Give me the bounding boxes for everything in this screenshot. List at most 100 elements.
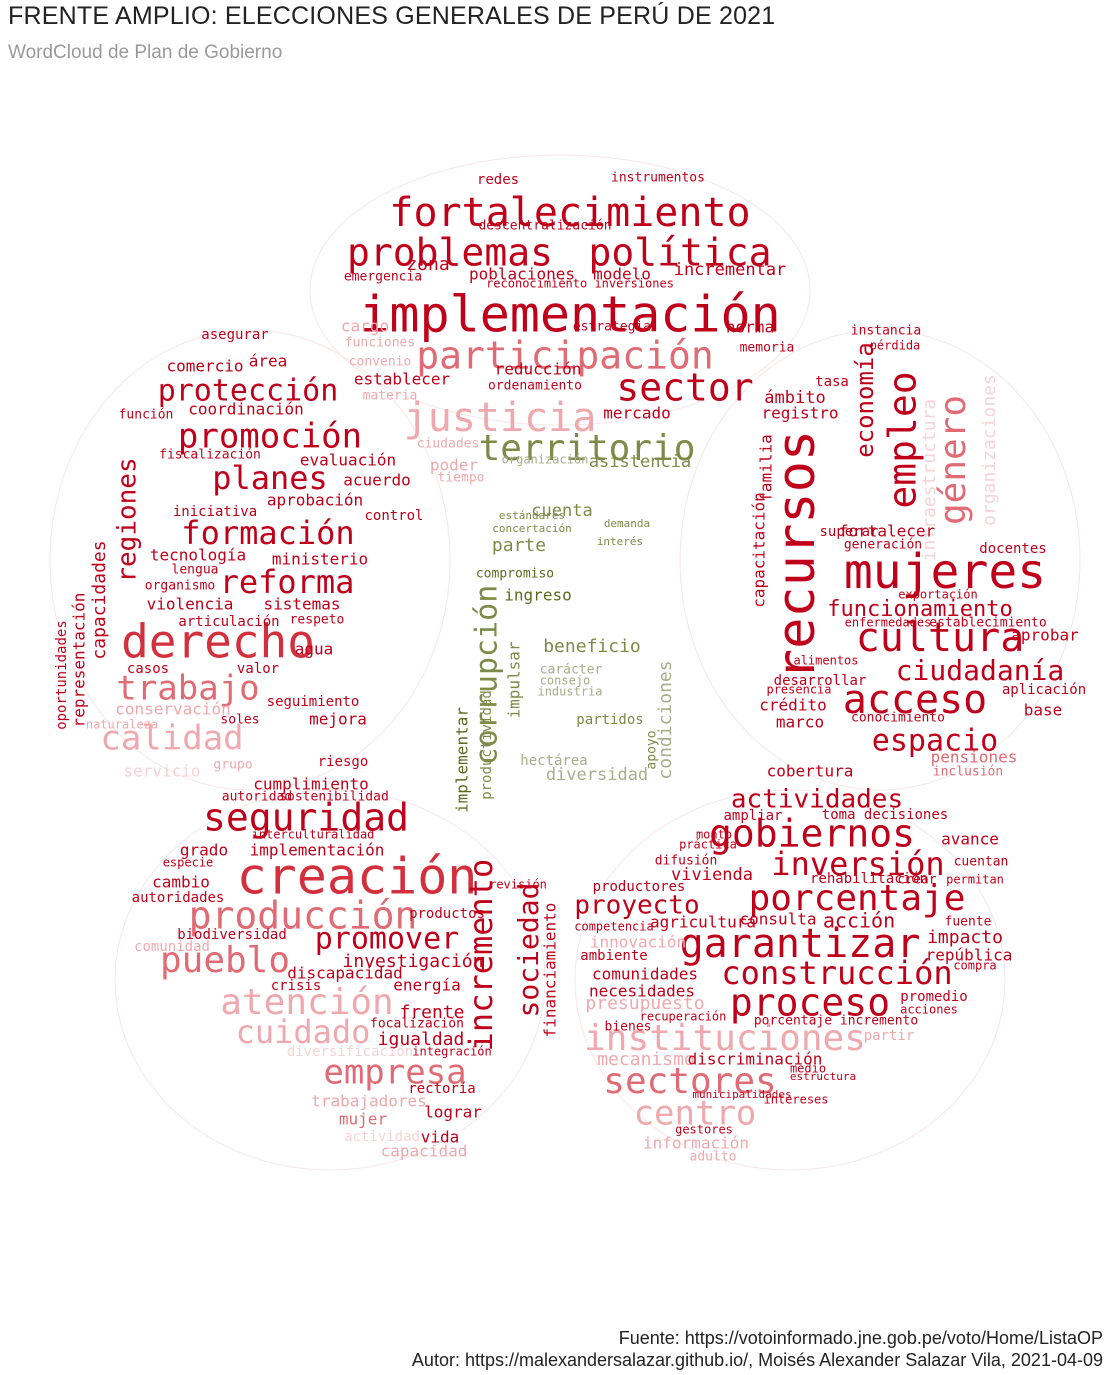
cloud-word: economía xyxy=(851,342,879,458)
cloud-word: naturaleza xyxy=(86,718,158,732)
cloud-word: desarrollar xyxy=(774,673,867,689)
cloud-word: cultura xyxy=(856,615,1025,661)
cloud-word: estrategia xyxy=(573,320,651,335)
cloud-word: sistemas xyxy=(263,595,340,614)
author-caption: Autor: https://malexandersalazar.github.… xyxy=(411,1350,1103,1370)
cloud-word: condiciones xyxy=(655,660,676,779)
cloud-word: implementar xyxy=(453,707,472,813)
cloud-word: demanda xyxy=(604,517,650,530)
cloud-word: vivienda xyxy=(671,865,753,885)
cloud-word: problemas xyxy=(347,231,553,275)
cloud-word: organizaciones xyxy=(979,374,1000,526)
cloud-word: especie xyxy=(163,856,214,870)
cloud-word: discriminación xyxy=(688,1050,823,1069)
cloud-word: conocimiento xyxy=(851,711,945,726)
cloud-word: empresa xyxy=(323,1053,466,1093)
cloud-word: mejora xyxy=(309,710,367,729)
cloud-word: construcción xyxy=(721,954,952,992)
cloud-word: crédito xyxy=(759,696,826,715)
cloud-word: hectárea xyxy=(520,753,587,769)
cloud-word: exportación xyxy=(898,588,977,602)
cloud-word: participación xyxy=(416,334,713,378)
cloud-word: compromiso xyxy=(476,567,554,582)
cloud-word: estándares xyxy=(499,509,565,522)
cloud-word: compra xyxy=(953,959,996,973)
cloud-word: competencia xyxy=(574,920,653,934)
cloud-word: convenio xyxy=(349,355,412,370)
cloud-word: agua xyxy=(295,640,334,659)
cloud-word: integración xyxy=(412,1045,491,1059)
cloud-word: recuperación xyxy=(640,1010,727,1024)
cloud-word: seguridad xyxy=(203,796,409,840)
cloud-word: inversión xyxy=(771,845,944,883)
cloud-word: servicio xyxy=(123,762,200,781)
cloud-word: medio xyxy=(790,1062,826,1076)
cloud-word: proyecto xyxy=(574,891,699,921)
cloud-word: cumplimiento xyxy=(253,775,369,794)
cloud-word: agricultura xyxy=(650,913,756,932)
cloud-word: empleo xyxy=(881,371,925,508)
cloud-word: república xyxy=(926,946,1013,965)
cloud-word: instancia xyxy=(851,324,921,339)
cloud-word: conservación xyxy=(115,700,231,719)
cloud-word: enfermedades xyxy=(845,616,932,630)
cloud-word: ambiente xyxy=(580,948,647,964)
cloud-word: oportunidades xyxy=(54,620,70,730)
cloud-word: familia xyxy=(757,434,776,501)
cloud-word: discapacidad xyxy=(287,964,403,983)
cloud-word: materia xyxy=(363,389,418,404)
cloud-word: aplicación xyxy=(1002,682,1086,698)
cloud-word: carácter xyxy=(540,663,603,678)
cloud-word: pueblo xyxy=(160,940,290,981)
cloud-word: capacitación xyxy=(750,492,769,608)
cloud-word: toma decisiones xyxy=(822,807,948,823)
cloud-word: alimentos xyxy=(793,654,858,668)
cloud-word: función xyxy=(119,408,174,423)
cloud-word: financiamiento xyxy=(541,903,560,1038)
cloud-word: reconocimiento inversiones xyxy=(486,277,674,291)
cloud-word: concertación xyxy=(492,522,571,535)
cloud-word: cobertura xyxy=(767,762,854,781)
cloud-word: consulta xyxy=(739,910,816,929)
cloud-word: crisis xyxy=(271,978,322,994)
cloud-word: permitan xyxy=(946,873,1004,887)
cloud-word: generación xyxy=(844,538,922,553)
cloud-word: reducción xyxy=(495,360,582,379)
cloud-word: comercio xyxy=(166,357,243,376)
cloud-word: mecanismo xyxy=(597,1049,695,1070)
cloud-word: cargo xyxy=(341,317,389,336)
source-caption: Fuente: https://votoinformado.jne.gob.pe… xyxy=(618,1328,1103,1348)
cloud-word: industria xyxy=(537,685,602,699)
cloud-word: zona xyxy=(406,254,449,275)
cloud-word: tecnología xyxy=(150,546,246,565)
cloud-word: ministerio xyxy=(272,550,368,569)
cloud-word: cuidado xyxy=(236,1013,371,1051)
cloud-word: rehabilitación xyxy=(810,871,928,887)
cloud-word: rectoría xyxy=(408,1081,475,1097)
cloud-word: trabajo xyxy=(116,669,259,709)
cloud-word: descentralización xyxy=(478,219,611,234)
cloud-word: incremento xyxy=(462,859,500,1052)
cloud-word: práctica xyxy=(679,838,737,852)
cloud-word: productividad xyxy=(479,690,495,800)
cloud-word: centro xyxy=(634,1094,757,1134)
cloud-word: establecimiento xyxy=(929,616,1046,631)
cloud-word: beneficio xyxy=(543,636,641,657)
cloud-word: ciudades xyxy=(417,437,480,452)
cloud-word: frente xyxy=(399,1002,464,1023)
cloud-word: pensiones xyxy=(931,748,1018,767)
cloud-word: modelo xyxy=(593,265,651,284)
cloud-word: fortalecimiento xyxy=(389,190,750,236)
cloud-word: proceso xyxy=(730,981,890,1025)
cloud-word: acción xyxy=(823,909,895,933)
cloud-word: género xyxy=(933,395,974,525)
cloud-word: inclusión xyxy=(933,765,1003,780)
cloud-word: acuerdo xyxy=(343,471,410,490)
cloud-word: biodiversidad xyxy=(177,927,287,943)
cloud-word: espacio xyxy=(872,724,998,759)
cloud-word: coordinación xyxy=(188,400,304,419)
cloud-word: poblaciones xyxy=(469,265,575,284)
cloud-word: valor xyxy=(237,661,279,677)
